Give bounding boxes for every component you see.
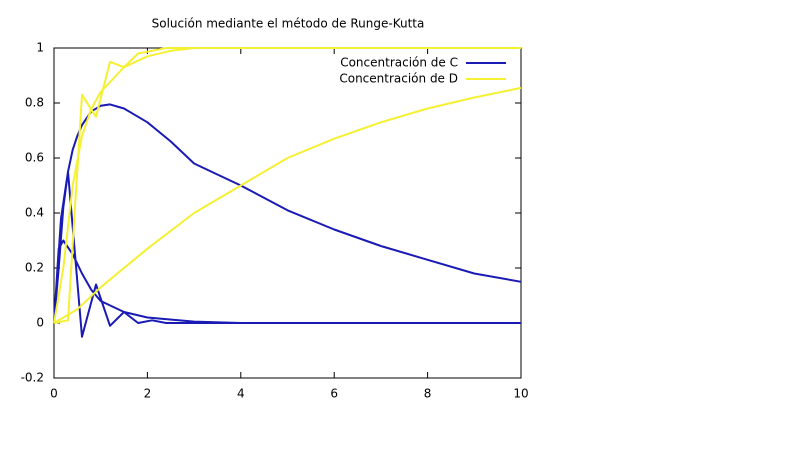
y-tick-label: 0.8 — [25, 96, 44, 110]
chart-title: Solución mediante el método de Runge-Kut… — [152, 17, 425, 31]
legend-label: Concentración de D — [339, 72, 458, 86]
y-tick-label: 0 — [36, 316, 44, 330]
x-tick-label: 4 — [237, 387, 245, 401]
y-tick-label: 0.2 — [25, 261, 44, 275]
x-tick-label: 8 — [424, 387, 432, 401]
legend-label: Concentración de C — [340, 56, 458, 70]
series-line — [53, 47, 522, 324]
y-tick-label: 0.6 — [25, 151, 44, 165]
x-tick-label: 6 — [330, 387, 338, 401]
y-tick-label: 1 — [36, 41, 44, 55]
plot-border — [53, 47, 522, 379]
series-line — [53, 103, 522, 338]
y-tick-label: -0.2 — [21, 371, 44, 385]
y-tick-label: 0.4 — [25, 206, 44, 220]
x-tick-label: 0 — [50, 387, 58, 401]
x-tick-label: 10 — [513, 387, 528, 401]
x-tick-label: 2 — [144, 387, 152, 401]
